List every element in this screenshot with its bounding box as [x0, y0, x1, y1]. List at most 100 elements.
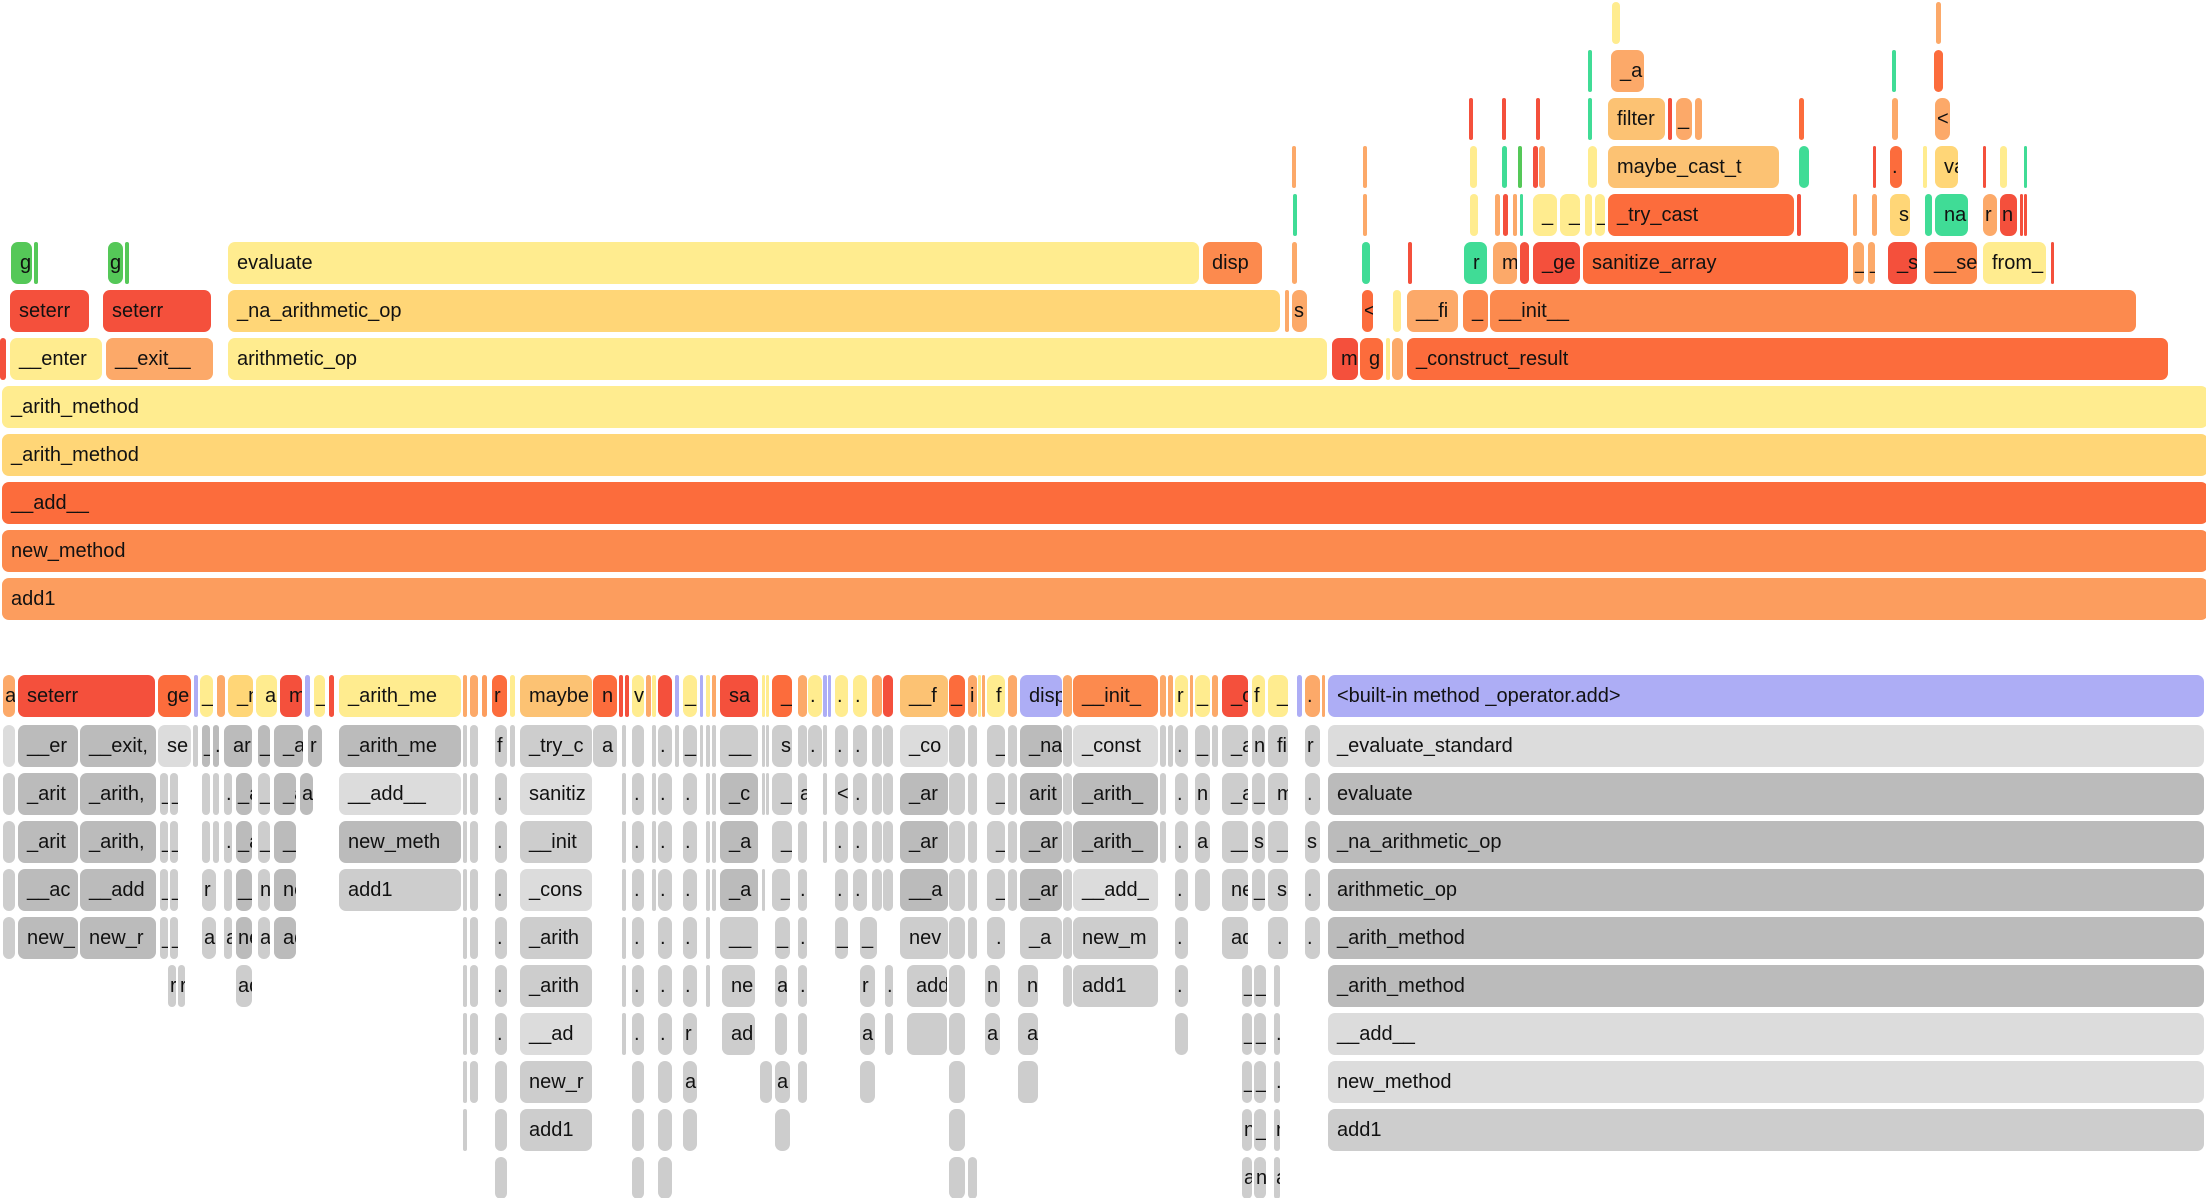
frame-bar[interactable] [907, 1013, 947, 1055]
frame-bar[interactable] [949, 821, 965, 863]
frame-bar[interactable]: _ [772, 821, 792, 863]
frame-bar[interactable]: i [968, 675, 977, 717]
frame-bar[interactable] [1386, 338, 1390, 380]
frame-bar[interactable]: _a [274, 773, 296, 815]
frame-bar[interactable] [1797, 194, 1801, 236]
frame-bar[interactable]: . [798, 965, 807, 1007]
frame-bar[interactable] [1160, 773, 1166, 815]
frame-bar[interactable]: ad [236, 965, 252, 1007]
frame-bar[interactable]: r [178, 965, 185, 1007]
frame-bar[interactable] [193, 725, 198, 767]
frame-bar[interactable]: . [683, 773, 697, 815]
frame-bar[interactable] [712, 725, 716, 767]
frame-bar[interactable]: . [853, 725, 867, 767]
frame-bar[interactable]: . [853, 675, 867, 717]
frame-bar[interactable] [968, 1157, 977, 1198]
frame-bar[interactable]: a [3, 675, 15, 717]
frame-bar[interactable]: _try_c [520, 725, 592, 767]
frame-bar[interactable]: a [224, 917, 232, 959]
frame-bar[interactable]: _ [683, 725, 697, 767]
frame-bar[interactable] [1408, 242, 1412, 284]
frame-bar[interactable] [213, 821, 219, 863]
frame-bar[interactable]: _ [1252, 869, 1265, 911]
frame-bar[interactable] [1668, 98, 1672, 140]
frame-bar[interactable]: . [632, 917, 644, 959]
frame-bar[interactable] [762, 725, 765, 767]
frame-bar[interactable] [1063, 773, 1072, 815]
frame-bar[interactable]: _ [1242, 1013, 1252, 1055]
frame-bar[interactable] [1470, 194, 1478, 236]
frame-bar[interactable]: r [1983, 194, 1997, 236]
frame-bar[interactable]: _ [314, 675, 325, 717]
frame-bar[interactable] [2000, 146, 2007, 188]
frame-bar[interactable] [1160, 675, 1166, 717]
frame-bar[interactable] [470, 821, 478, 863]
frame-bar[interactable] [712, 773, 716, 815]
frame-bar[interactable] [823, 725, 827, 767]
frame-bar[interactable] [766, 773, 769, 815]
frame-bar[interactable] [2020, 194, 2023, 236]
frame-bar[interactable]: . [835, 675, 848, 717]
frame-bar[interactable]: . [1175, 965, 1188, 1007]
frame-bar[interactable] [658, 675, 672, 717]
frame-bar[interactable]: _ [772, 773, 792, 815]
frame-bar[interactable]: . [658, 917, 672, 959]
frame-bar[interactable]: r [492, 675, 507, 717]
frame-bar[interactable]: . [632, 773, 644, 815]
frame-bar[interactable]: from_ [1983, 242, 2046, 284]
frame-bar[interactable] [463, 1013, 467, 1055]
frame-bar[interactable] [883, 773, 893, 815]
frame-bar[interactable] [1018, 1061, 1038, 1103]
frame-bar[interactable] [1392, 338, 1403, 380]
frame-bar[interactable] [1513, 194, 1517, 236]
frame-bar[interactable] [872, 725, 882, 767]
frame-bar[interactable]: s [772, 725, 792, 767]
frame-bar[interactable]: . [798, 917, 807, 959]
frame-bar[interactable]: . [808, 725, 822, 767]
frame-bar[interactable] [622, 965, 626, 1007]
frame-bar[interactable]: _ [160, 917, 168, 959]
frame-bar[interactable]: . [495, 821, 507, 863]
frame-bar[interactable] [1469, 98, 1473, 140]
frame-bar[interactable] [463, 675, 467, 717]
frame-bar[interactable] [1853, 194, 1857, 236]
frame-bar[interactable]: . [495, 917, 507, 959]
frame-bar[interactable]: ne [274, 869, 296, 911]
frame-bar[interactable]: r [1464, 242, 1487, 284]
frame-bar[interactable]: a [1018, 1013, 1038, 1055]
frame-bar[interactable]: _a [1020, 917, 1062, 959]
frame-bar[interactable] [329, 675, 334, 717]
frame-bar[interactable] [463, 1109, 467, 1151]
frame-bar[interactable]: _ [202, 725, 210, 767]
frame-bar[interactable] [883, 725, 893, 767]
frame-bar[interactable] [1588, 98, 1592, 140]
frame-bar[interactable] [1063, 869, 1072, 911]
frame-bar[interactable]: sa [720, 675, 758, 717]
frame-bar[interactable] [766, 725, 769, 767]
frame-bar[interactable]: . [658, 773, 672, 815]
frame-bar[interactable]: add1 [520, 1109, 592, 1151]
frame-bar[interactable]: add1 [1328, 1109, 2204, 1151]
frame-bar[interactable]: _arith, [80, 773, 156, 815]
frame-bar[interactable]: . [495, 1013, 507, 1055]
frame-bar[interactable] [213, 773, 219, 815]
frame-bar[interactable] [632, 1109, 644, 1151]
frame-bar[interactable] [1212, 675, 1218, 717]
frame-bar[interactable] [1362, 242, 1370, 284]
frame-bar[interactable] [1695, 98, 1702, 140]
frame-bar[interactable] [949, 1109, 965, 1151]
frame-bar[interactable]: _ [1254, 1109, 1266, 1151]
frame-bar[interactable]: r [1305, 725, 1320, 767]
frame-bar[interactable]: ari [224, 725, 252, 767]
frame-bar[interactable] [1190, 675, 1193, 717]
frame-bar[interactable]: _ [987, 725, 1005, 767]
frame-bar[interactable]: . [495, 773, 507, 815]
frame-bar[interactable]: evaluate [1328, 773, 2204, 815]
frame-bar[interactable] [1322, 675, 1325, 717]
frame-bar[interactable] [632, 725, 644, 767]
frame-bar[interactable] [1925, 194, 1932, 236]
frame-bar[interactable] [652, 869, 656, 911]
frame-bar[interactable]: _ [772, 869, 790, 911]
frame-bar[interactable]: __ [720, 917, 758, 959]
frame-bar[interactable]: __ac [18, 869, 78, 911]
